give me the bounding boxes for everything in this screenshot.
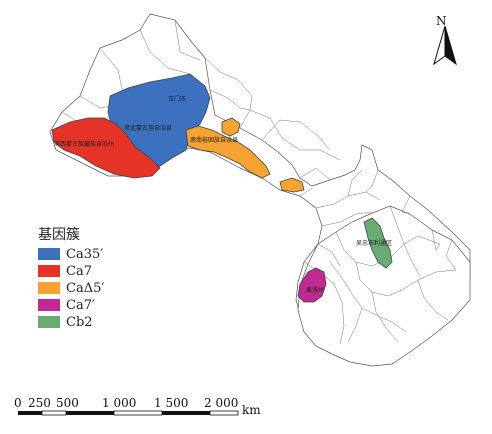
legend-swatch — [38, 248, 60, 260]
legend-item-ca7: Ca7 — [38, 263, 92, 279]
legend-label: Ca7′ — [66, 297, 95, 313]
scale-tick-label: 1 500 — [154, 396, 188, 410]
scale-tick-label: 500 — [56, 396, 79, 410]
legend-item-cb2: Cb2 — [38, 314, 93, 330]
legend-swatch — [38, 316, 60, 328]
legend-swatch — [38, 299, 60, 311]
north-arrow-icon — [433, 25, 457, 66]
label-wuzhong: 吴忠市利通区 — [356, 239, 392, 247]
scale-tick-label: 0 — [14, 396, 22, 410]
label-gannan: 肃南裕固族自治县 — [190, 136, 238, 144]
legend-label: Ca35′ — [66, 246, 104, 262]
cluster-region-ca7prime — [297, 267, 327, 303]
legend-label: Cb2 — [66, 314, 93, 330]
cluster-region-cadelta5-patch — [221, 117, 241, 137]
legend-label: Ca7 — [66, 263, 92, 279]
legend-item-ca35: Ca35′ — [38, 246, 104, 262]
label-yumen: 玉门市 — [168, 95, 186, 103]
cluster-region-cb2 — [363, 217, 393, 269]
legend-item-cadelta5: CaΔ5′ — [38, 280, 105, 296]
label-guoluo: 果洛州 — [306, 286, 324, 294]
label-haixi: 海西蒙古族藏族自治州 — [54, 140, 114, 148]
legend-swatch — [38, 265, 60, 277]
scale-tick-label: 250 — [28, 396, 51, 410]
cluster-region-cadelta5-east — [279, 177, 305, 193]
scale-tick-label: 2 000 — [204, 396, 238, 410]
scale-unit: km — [242, 403, 261, 417]
scale-bar: 0 250 500 1 000 1 500 2 000 km — [14, 396, 261, 417]
region-outline-southeast — [297, 205, 471, 367]
scale-segments — [18, 410, 239, 416]
label-subei: 肃北蒙古族自治县 — [124, 124, 172, 132]
legend-item-ca7prime: Ca7′ — [38, 297, 95, 313]
legend-label: CaΔ5′ — [66, 280, 105, 296]
north-label: N — [436, 14, 447, 28]
cluster-region-ca7 — [51, 117, 161, 179]
scale-tick-label: 1 000 — [102, 396, 136, 410]
legend-title: 基因簇 — [38, 227, 80, 243]
legend-swatch — [38, 282, 60, 294]
cluster-region-cadelta5 — [185, 125, 271, 179]
